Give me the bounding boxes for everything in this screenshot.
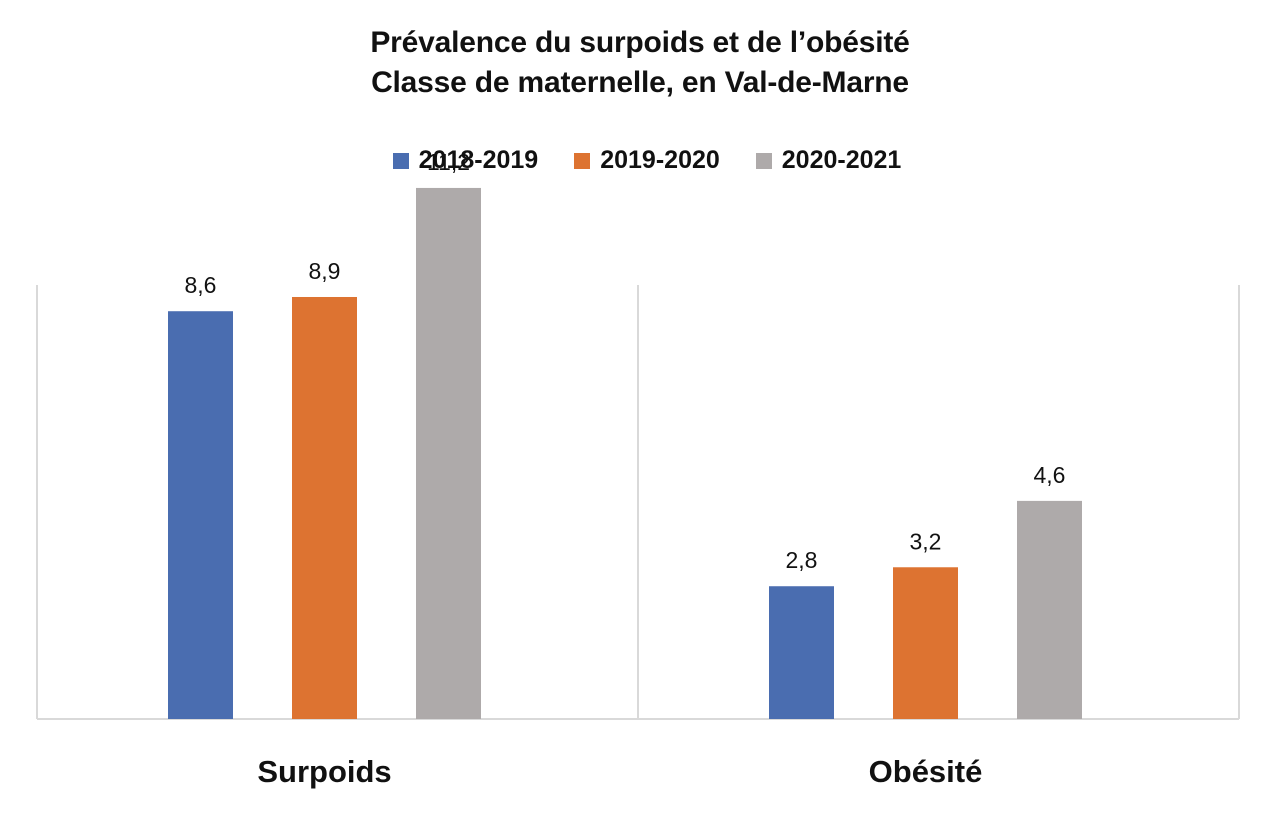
data-label: 8,9 [309,258,341,284]
category-label: Surpoids [257,754,391,789]
data-label: 3,2 [910,528,942,554]
bar-2018-2019-surpoids [168,311,233,719]
legend-swatch [755,152,772,169]
bar-2019-2020-obésité [893,567,958,719]
bar-2020-2021-obésité [1017,500,1082,719]
data-label: 2,8 [786,547,818,573]
data-label: 11,2 [427,149,470,175]
chart-subtitle: Classe de maternelle, en Val-de-Marne [371,66,909,99]
legend-label: 2019-2020 [600,146,720,174]
category-label: Obésité [869,754,983,789]
bar-2018-2019-obésité [769,586,834,719]
data-label: 8,6 [185,272,217,298]
chart-title: Prévalence du surpoids et de l’obésité [370,26,910,59]
legend-swatch [574,152,591,169]
legend-item-2020-2021: 2020-2021 [755,146,902,175]
legend: 2018-2019 2019-2020 2020-2021 [7,146,1280,175]
bar-2019-2020-surpoids [292,296,357,719]
legend-label: 2018-2019 [418,146,539,174]
legend-label: 2020-2021 [781,146,902,174]
bar-2020-2021-surpoids [416,187,481,719]
legend-swatch [392,152,409,169]
legend-item-2018-2019: 2018-2019 [392,146,539,175]
data-label: 4,6 [1034,462,1066,488]
legend-item-2019-2020: 2019-2020 [574,146,720,175]
